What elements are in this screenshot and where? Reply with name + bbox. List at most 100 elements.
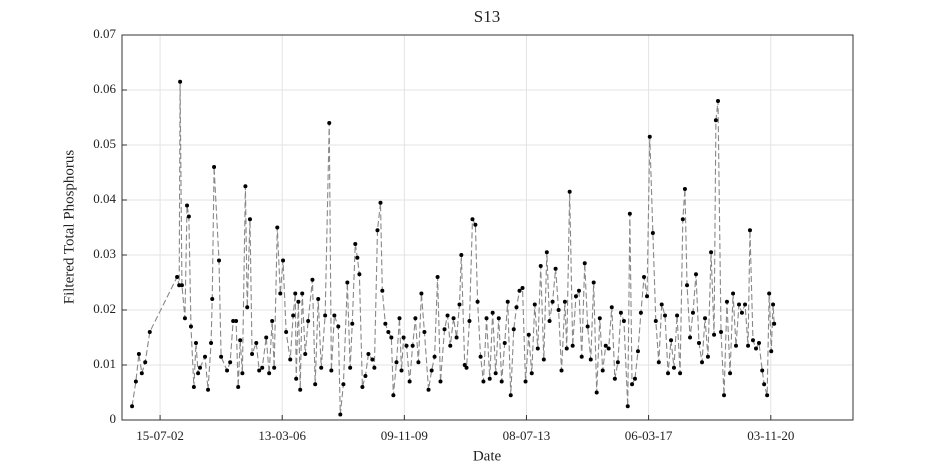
data-point [426, 387, 431, 392]
data-point [210, 297, 215, 301]
data-point [133, 379, 138, 384]
data-point [609, 305, 614, 310]
data-point [212, 165, 217, 169]
y-tick-label: 0.07 [93, 26, 116, 41]
data-point [638, 310, 643, 315]
data-point [401, 335, 406, 340]
data-point [298, 387, 303, 392]
data-point [284, 330, 289, 334]
data-point [435, 275, 440, 279]
data-point [606, 346, 611, 351]
data-point [541, 357, 546, 362]
data-point [281, 258, 286, 263]
data-point [517, 288, 522, 293]
data-point [746, 343, 751, 348]
data-point [357, 272, 362, 277]
data-point [375, 228, 380, 233]
data-point [635, 349, 640, 354]
data-point [243, 184, 248, 189]
data-point [391, 393, 396, 398]
data-point [645, 294, 650, 299]
data-point [193, 341, 198, 345]
data-point [179, 283, 184, 288]
data-point [690, 310, 695, 315]
data-point [719, 330, 724, 334]
data-point [203, 354, 208, 359]
data-point [386, 330, 391, 334]
data-point [260, 365, 265, 370]
data-point [303, 352, 308, 356]
data-point [567, 189, 572, 194]
data-point [553, 266, 558, 271]
data-point [493, 371, 498, 376]
data-point [413, 316, 418, 321]
data-point [715, 99, 720, 103]
data-point [451, 316, 456, 321]
data-point [705, 354, 710, 359]
data-point [366, 352, 371, 356]
data-point [532, 302, 537, 307]
data-point [209, 341, 214, 345]
y-tick-label: 0.06 [93, 81, 116, 96]
data-point [656, 360, 661, 365]
x-tick-label: 03-11-20 [747, 428, 794, 443]
data-point [350, 321, 355, 326]
data-point [178, 79, 183, 84]
data-point [319, 365, 324, 370]
data-point [329, 368, 334, 373]
data-point [370, 357, 375, 362]
data-point [712, 332, 717, 337]
data-point [750, 338, 755, 343]
data-point [219, 354, 224, 359]
data-point [693, 272, 698, 277]
data-point [713, 118, 718, 123]
data-point [559, 368, 564, 373]
data-point [544, 250, 549, 255]
data-point [380, 288, 385, 293]
data-point [147, 330, 152, 334]
data-point [306, 319, 311, 323]
x-tick-label: 15-07-02 [136, 428, 184, 443]
data-point [627, 211, 632, 216]
data-point [505, 299, 510, 304]
data-point [722, 393, 727, 398]
y-tick-label: 0.02 [93, 301, 116, 316]
data-point [188, 324, 193, 329]
x-tick-label: 13-03-06 [258, 428, 306, 443]
data-point [136, 352, 141, 356]
data-point [591, 280, 596, 285]
data-point [520, 286, 525, 290]
y-tick-label: 0.05 [93, 136, 116, 151]
data-point [270, 319, 275, 323]
data-point [647, 134, 652, 139]
data-point [523, 379, 528, 384]
data-point [422, 330, 427, 334]
data-point [296, 299, 301, 304]
data-point [182, 316, 187, 321]
data-point [240, 371, 245, 376]
data-point [642, 275, 647, 279]
data-point [760, 368, 765, 373]
data-point [445, 313, 450, 318]
data-point [457, 302, 462, 307]
data-point [448, 343, 453, 348]
chart-title: S13 [474, 7, 500, 26]
data-point [473, 222, 478, 227]
data-point [288, 357, 293, 362]
data-point [389, 335, 394, 340]
data-point [327, 121, 332, 125]
data-point [576, 288, 581, 293]
data-point [250, 352, 255, 356]
data-point [484, 316, 489, 321]
data-point [478, 354, 483, 359]
data-point [680, 217, 685, 222]
data-point [508, 393, 513, 398]
data-point [397, 316, 402, 321]
data-point [529, 371, 534, 376]
data-point [186, 214, 191, 219]
data-point [338, 412, 343, 417]
data-point [502, 341, 507, 345]
data-point [700, 360, 705, 365]
data-point [196, 371, 201, 376]
